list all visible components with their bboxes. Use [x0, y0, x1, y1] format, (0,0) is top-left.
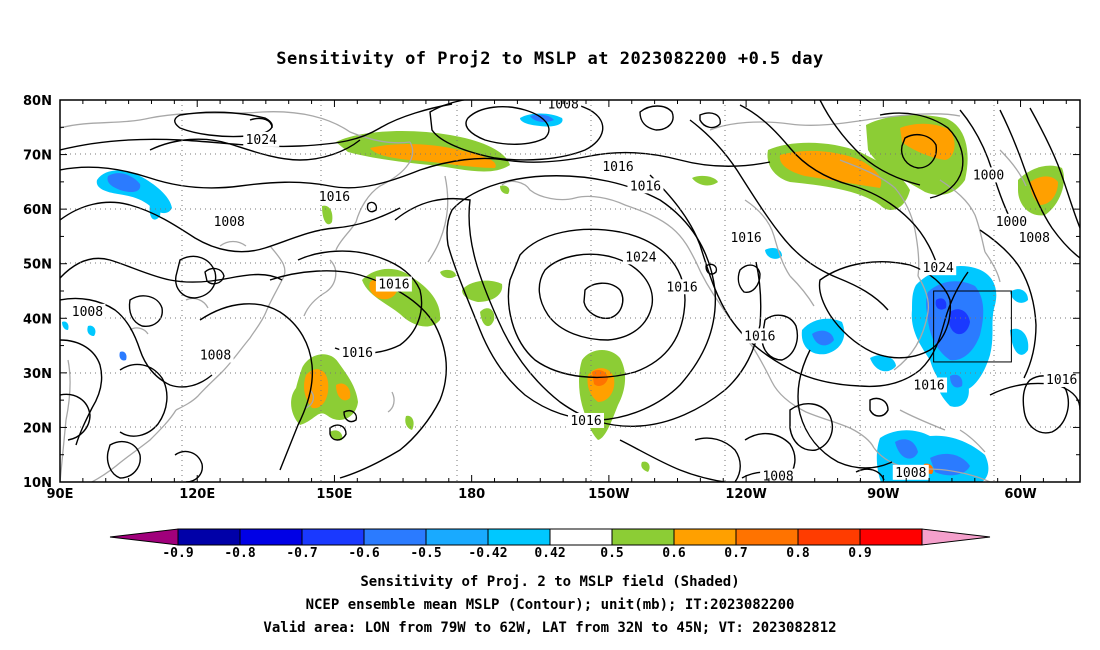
- colorbar-swatch: [797, 528, 861, 546]
- colorbar-swatch: [177, 528, 241, 546]
- lon-label: 150E: [316, 487, 352, 502]
- lon-label: 120E: [179, 487, 215, 502]
- colorbar-label: -0.9: [162, 546, 193, 561]
- contour-label: 1016: [378, 278, 409, 293]
- colorbar-label: 0.8: [786, 546, 810, 561]
- colorbar-label: -0.5: [410, 546, 441, 561]
- lat-label: 20N: [23, 421, 52, 436]
- page-title: Sensitivity of Proj2 to MSLP at 20230822…: [276, 49, 824, 69]
- contour-label-bg: [243, 131, 280, 147]
- contour-label: 1008: [72, 305, 103, 320]
- colorbar-label: 0.9: [848, 546, 871, 561]
- lat-label: 50N: [23, 258, 52, 273]
- contour-label: 1016: [602, 160, 633, 175]
- contour-label: 1008: [762, 470, 793, 485]
- lon-label: 150W: [588, 487, 629, 502]
- colorbar-swatch: [859, 528, 923, 546]
- longitude-labels: 90E 120E 150E 180 150W 120W 90W 60W: [47, 487, 1037, 502]
- colorbar-swatch: [611, 528, 675, 546]
- contour-label: 1016: [666, 280, 697, 295]
- contour-label: 1008: [200, 348, 231, 363]
- colorbar-label: -0.6: [348, 546, 379, 561]
- contour-label-bg: [211, 213, 248, 229]
- contour-label: 1000: [973, 168, 1004, 183]
- contour-label-bg: [728, 230, 765, 246]
- contour-label-bg: [545, 100, 582, 112]
- contour-label-bg: [375, 276, 412, 292]
- contour-label-bg: [892, 464, 929, 480]
- colorbar-swatch: [425, 528, 489, 546]
- axis-ticks: [60, 100, 1080, 482]
- contour-label: 1016: [1046, 373, 1077, 388]
- colorbar-swatch: [735, 528, 799, 546]
- contour-label: 1016: [342, 346, 373, 361]
- colorbar: -0.9 -0.8 -0.7 -0.6 -0.5 -0.42 0.42 0.5 0.6 0.7 0.…: [109, 528, 991, 561]
- caption-shaded: Sensitivity of Proj. 2 to MSLP field (Sh…: [360, 574, 740, 590]
- colorbar-swatch: [301, 528, 365, 546]
- contour-label-bg: [993, 213, 1030, 229]
- colorbar-label: 0.7: [724, 546, 747, 561]
- contour-label-bg: [622, 249, 659, 265]
- contour-label: 1016: [570, 414, 601, 429]
- colorbar-label: 0.42: [534, 546, 565, 561]
- contour-label-bg: [664, 279, 701, 295]
- contour-label-bg: [1043, 372, 1080, 388]
- lon-label: 120W: [725, 487, 766, 502]
- colorbar-label: -0.8: [224, 546, 255, 561]
- contour-label: 1016: [730, 231, 761, 246]
- lat-label: 30N: [23, 367, 52, 382]
- contour-label: 1016: [913, 379, 944, 394]
- colorbar-max-arrow: [921, 528, 991, 546]
- contour-label: 1024: [625, 250, 656, 265]
- graticule: [60, 100, 1080, 482]
- contour-label-bg: [197, 347, 234, 363]
- lon-label: 180: [458, 487, 485, 502]
- contour-label-bg: [911, 377, 948, 393]
- colorbar-label: -0.42: [468, 546, 507, 561]
- colorbar-swatch: [487, 528, 551, 546]
- colorbar-min-arrow: [109, 528, 179, 546]
- caption-valid-area: Valid area: LON from 79W to 62W, LAT fro…: [263, 620, 837, 636]
- contour-label-bg: [741, 328, 778, 344]
- lat-label: 70N: [23, 149, 52, 164]
- latitude-labels: 10N 20N 30N 40N 50N 60N 70N 80N: [23, 94, 52, 491]
- contour-label-bg: [339, 344, 376, 360]
- lon-label: 90W: [867, 487, 899, 502]
- contour-label: 1008: [895, 466, 926, 481]
- caption-contour: NCEP ensemble mean MSLP (Contour); unit(…: [305, 597, 795, 613]
- lat-label: 40N: [23, 312, 52, 327]
- lon-label: 90E: [47, 487, 74, 502]
- contour-label: 1008: [547, 97, 578, 112]
- contour-label-bg: [627, 178, 664, 194]
- lon-label: 60W: [1004, 487, 1036, 502]
- contour-label-bg: [1016, 230, 1053, 246]
- contour-label: 1016: [319, 190, 350, 205]
- contour-label-bg: [568, 412, 605, 428]
- contour-label: 1024: [246, 133, 277, 148]
- contour-label-layer: 1008102410161016101610001008101610001008…: [69, 97, 1080, 485]
- contour-label: 1000: [996, 215, 1027, 230]
- colorbar-swatch: [363, 528, 427, 546]
- contour-label-bg: [69, 303, 106, 319]
- contour-label-bg: [970, 167, 1007, 183]
- valid-area-box: [933, 290, 1012, 363]
- contour-label: 1008: [214, 215, 245, 230]
- contour-label: 1016: [630, 179, 661, 194]
- colorbar-swatch: [549, 528, 613, 546]
- colorbar-label: 0.5: [600, 546, 623, 561]
- lat-label: 80N: [23, 94, 52, 109]
- colorbar-label: -0.7: [286, 546, 317, 561]
- colorbar-label: 0.6: [662, 546, 686, 561]
- lat-label: 60N: [23, 203, 52, 218]
- contour-label-bg: [600, 159, 637, 175]
- lat-label: 10N: [23, 476, 52, 491]
- contour-label-bg: [316, 189, 353, 205]
- contour-label: 1016: [744, 329, 775, 344]
- contour-label-bg: [920, 260, 957, 276]
- colorbar-swatch: [239, 528, 303, 546]
- contour-label: 1024: [923, 261, 954, 276]
- colorbar-swatch: [673, 528, 737, 546]
- contour-label: 1008: [1019, 231, 1050, 246]
